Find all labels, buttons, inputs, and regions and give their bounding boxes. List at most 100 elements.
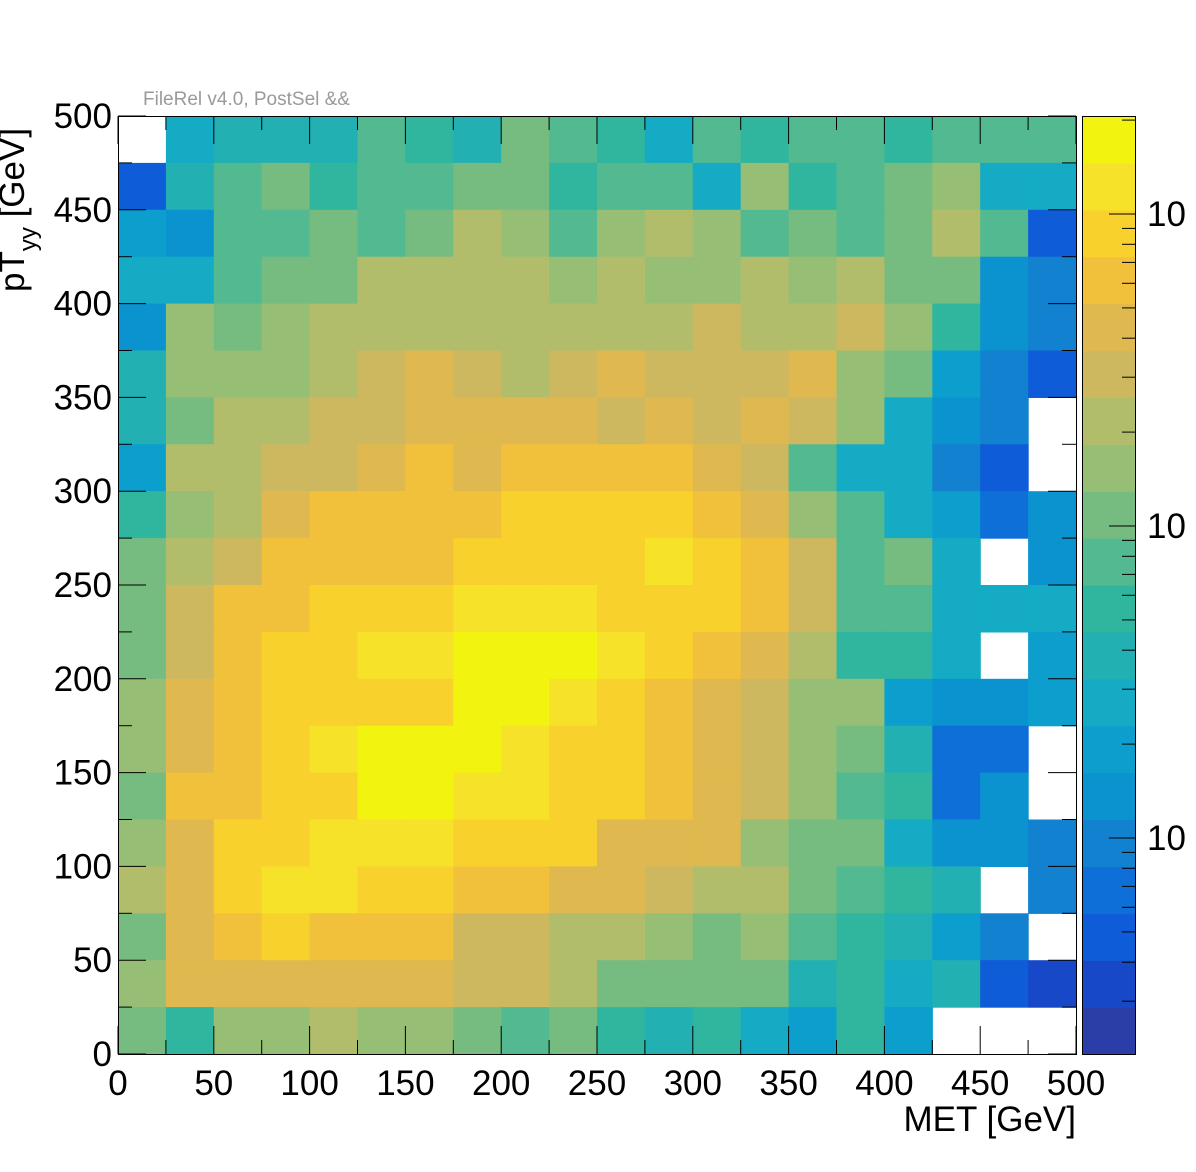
- heatmap-cell: [501, 772, 550, 821]
- heatmap-cell: [788, 256, 838, 305]
- heatmap-cell: [357, 1007, 406, 1055]
- heatmap-cell: [165, 913, 215, 961]
- heatmap-cell: [118, 491, 167, 539]
- heatmap-cell: [597, 678, 646, 727]
- heatmap-cell: [165, 209, 215, 258]
- heatmap-cell: [644, 819, 694, 867]
- heatmap-cell: [980, 303, 1029, 352]
- heatmap-cell: [501, 913, 550, 961]
- heatmap-cell: [1028, 866, 1077, 914]
- heatmap-cell: [980, 819, 1029, 867]
- heatmap-cell: [405, 585, 454, 633]
- color-scale-swatch: [1082, 772, 1135, 821]
- heatmap-cell: [692, 350, 742, 398]
- heatmap-cell: [740, 866, 790, 914]
- heatmap-cell: [261, 397, 311, 445]
- heatmap-cell: [836, 631, 885, 680]
- heatmap-cell: [980, 772, 1029, 821]
- heatmap-cell: [597, 350, 646, 398]
- x-tick-label: 100: [280, 1064, 338, 1103]
- heatmap-cell: [932, 209, 981, 258]
- heatmap-cell: [644, 866, 694, 914]
- x-tick-label: 500: [1047, 1064, 1105, 1103]
- heatmap-cell: [501, 1007, 550, 1055]
- heatmap-cell: [165, 960, 215, 1008]
- heatmap-cell: [980, 444, 1029, 492]
- x-tick-label: 450: [951, 1064, 1009, 1103]
- heatmap-cell: [357, 585, 406, 633]
- color-scale-swatch: [1082, 350, 1135, 398]
- heatmap-cell: [692, 819, 742, 867]
- heatmap-cell: [836, 491, 885, 539]
- heatmap-cell: [644, 116, 694, 164]
- heatmap-cell: [549, 866, 598, 914]
- heatmap-cell: [118, 303, 167, 352]
- heatmap-cell: [740, 350, 790, 398]
- heatmap-cell: [405, 678, 454, 727]
- heatmap-cell: [309, 538, 359, 586]
- heatmap-cell: [884, 491, 933, 539]
- heatmap-cell: [405, 631, 454, 680]
- heatmap-cell: [165, 725, 215, 774]
- color-scale-swatch: [1082, 631, 1135, 680]
- heatmap-cell: [1028, 350, 1077, 398]
- heatmap-cell: [788, 397, 838, 445]
- heatmap-cell: [501, 960, 550, 1008]
- heatmap-cell: [118, 538, 167, 586]
- heatmap-cell: [405, 913, 454, 961]
- heatmap-cell: [405, 350, 454, 398]
- heatmap-cell: [357, 350, 406, 398]
- heatmap-cell: [836, 678, 885, 727]
- heatmap-cell: [213, 631, 263, 680]
- heatmap-cell: [692, 585, 742, 633]
- heatmap-cell: [213, 444, 263, 492]
- heatmap-cell: [597, 1007, 646, 1055]
- heatmap-cell: [836, 772, 885, 821]
- heatmap-cell: [309, 772, 359, 821]
- heatmap-cell: [309, 350, 359, 398]
- heatmap-cell: [884, 631, 933, 680]
- heatmap-cell: [740, 819, 790, 867]
- heatmap-cell: [932, 116, 981, 164]
- heatmap-cell: [644, 725, 694, 774]
- heatmap-cell: [740, 303, 790, 352]
- heatmap-cell: [644, 1007, 694, 1055]
- heatmap-cell: [597, 913, 646, 961]
- heatmap-cell: [261, 162, 311, 211]
- heatmap-cell: [788, 1007, 838, 1055]
- heatmap-cell: [357, 866, 406, 914]
- heatmap-cell: [549, 162, 598, 211]
- heatmap-cell: [261, 538, 311, 586]
- heatmap-cell: [118, 256, 167, 305]
- heatmap-cell: [597, 725, 646, 774]
- heatmap-cell: [836, 866, 885, 914]
- heatmap-cell: [836, 1007, 885, 1055]
- heatmap-cell: [453, 444, 502, 492]
- color-scale-swatch: [1082, 303, 1135, 352]
- heatmap-cell: [309, 678, 359, 727]
- heatmap-cell: [453, 960, 502, 1008]
- heatmap-cell: [453, 397, 502, 445]
- heatmap-cell: [213, 256, 263, 305]
- y-tick-label: 200: [54, 660, 112, 699]
- heatmap-cell: [165, 585, 215, 633]
- heatmap-cell: [453, 350, 502, 398]
- heatmap-cell: [597, 772, 646, 821]
- heatmap-cell: [740, 162, 790, 211]
- heatmap-cell: [788, 350, 838, 398]
- heatmap-cell: [261, 116, 311, 164]
- heatmap-cell: [740, 913, 790, 961]
- heatmap-cell: [309, 725, 359, 774]
- heatmap-cell: [357, 913, 406, 961]
- heatmap-cell: [357, 678, 406, 727]
- heatmap-cell: [309, 491, 359, 539]
- heatmap-cell: [1028, 631, 1077, 680]
- color-scale-swatch: [1082, 960, 1135, 1008]
- heatmap-cell: [165, 350, 215, 398]
- heatmap-cell: [740, 725, 790, 774]
- heatmap-cell: [884, 350, 933, 398]
- heatmap-cell: [453, 631, 502, 680]
- heatmap-cell: [644, 960, 694, 1008]
- color-scale-swatch: [1082, 725, 1135, 774]
- heatmap-cell: [405, 538, 454, 586]
